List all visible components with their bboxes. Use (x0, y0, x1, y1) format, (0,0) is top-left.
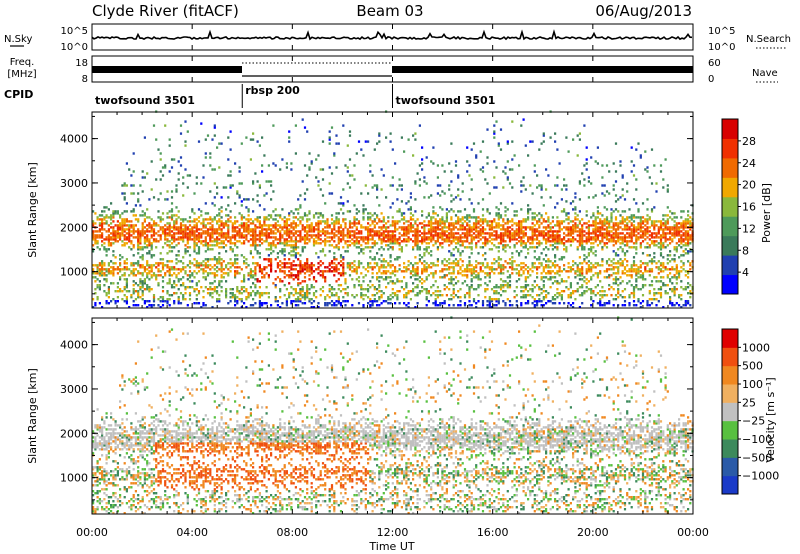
velocity-colorbar-label: Velocity [m s⁻¹] (764, 377, 777, 462)
colorbar-tick-label: 1000 (742, 341, 770, 354)
cpid-segment-label: twofsound 3501 (396, 94, 496, 107)
x-tick-label: 08:00 (276, 526, 308, 539)
freq-left-tick-bottom: 8 (82, 74, 88, 85)
noise-left-tick-bottom: 10^0 (61, 42, 88, 53)
noise-right-tick-top: 10^5 (708, 26, 735, 37)
colorbar-swatch (722, 138, 738, 159)
freq-right-tick-top: 60 (708, 58, 721, 69)
y-tick-label: 3000 (60, 383, 88, 396)
power-colorbar-label: Power [dB] (760, 183, 773, 243)
time-axis: 00:00 04:00 08:00 12:00 16:00 20:00 00:00 (76, 24, 709, 539)
freq-band-seg1 (92, 66, 242, 73)
noise-right-tick-bottom: 10^0 (708, 42, 735, 53)
colorbar-swatch (722, 384, 738, 403)
colorbar-swatch (722, 157, 738, 178)
colorbar-swatch (722, 235, 738, 256)
colorbar-swatch (722, 216, 738, 237)
colorbar-tick-label: 12 (742, 222, 756, 235)
freq-left-tick-top: 18 (75, 58, 88, 69)
colorbar-tick-label: −500 (742, 451, 772, 464)
y-tick-label: 1000 (60, 266, 88, 279)
colorbar-swatch (722, 255, 738, 276)
y-tick-label: 4000 (60, 339, 88, 352)
colorbar-tick-label: 24 (742, 157, 756, 170)
colorbar-swatch (722, 439, 738, 458)
cpid-segment-label: rbsp 200 (245, 84, 300, 97)
freq-label-line1: Freq. (10, 57, 35, 68)
y-tick-label: 3000 (60, 177, 88, 190)
colorbar-swatch (722, 420, 738, 440)
power-ylabel: Slant Range [km] (26, 162, 39, 258)
x-tick-label: 16:00 (477, 526, 509, 539)
x-tick-label: 20:00 (577, 526, 609, 539)
colorbar-tick-label: 4 (742, 266, 749, 279)
power-panel: 1000 2000 3000 4000 Slant Range [km] 28 24 20… (26, 110, 773, 309)
velocity-ylabel: Slant Range [km] (26, 368, 39, 464)
colorbar-swatch (722, 329, 738, 348)
colorbar-tick-label: −25 (742, 415, 765, 428)
colorbar-swatch (722, 457, 738, 477)
noise-strip: N.Sky 10^5 10^0 10^5 10^0 N.Search (4, 23, 791, 53)
colorbar-tick-label: 20 (742, 179, 756, 192)
station-title: Clyde River (fitACF) (92, 2, 239, 20)
x-tick-label: 12:00 (377, 526, 409, 539)
colorbar-swatch (722, 475, 738, 495)
colorbar-swatch (722, 119, 738, 139)
colorbar-swatch (722, 347, 738, 367)
time-axis-label: Time UT (368, 540, 414, 553)
x-tick-label: 00:00 (677, 526, 709, 539)
colorbar-swatch (722, 365, 738, 385)
colorbar-tick-label: 8 (742, 244, 749, 257)
y-tick-label: 2000 (60, 427, 88, 440)
x-tick-label: 00:00 (76, 526, 108, 539)
colorbar-tick-label: 16 (742, 201, 756, 214)
nsearch-label: N.Search (746, 34, 791, 45)
colorbar-tick-label: 25 (742, 396, 756, 409)
nsky-label: N.Sky (4, 34, 32, 45)
beam-title: Beam 03 (356, 2, 423, 20)
velocity-panel: 1000 2000 3000 4000 Slant Range [km] 1000 50… (26, 316, 779, 515)
colorbar-tick-label: 28 (742, 135, 756, 148)
colorbar-tick-label: −100 (742, 433, 772, 446)
y-tick-label: 2000 (60, 221, 88, 234)
colorbar-swatch (722, 177, 738, 198)
y-tick-label: 4000 (60, 133, 88, 146)
y-tick-label: 1000 (60, 472, 88, 485)
noise-series (91, 29, 693, 41)
noise-left-tick-top: 10^5 (61, 26, 88, 37)
freq-right-tick-bottom: 0 (708, 74, 714, 85)
date-title: 06/Aug/2013 (595, 2, 692, 20)
colorbar-tick-label: 500 (742, 360, 763, 373)
colorbar-swatch (722, 196, 738, 217)
cpid-label: CPID (4, 88, 33, 101)
nave-label: Nave (752, 68, 778, 79)
colorbar-tick-label: −1000 (742, 470, 779, 483)
colorbar-tick-label: 100 (742, 378, 763, 391)
freq-label-line2: [MHz] (7, 69, 36, 80)
cpid-strip: CPID twofsound 3501 rbsp 200 twofsound 350… (4, 84, 495, 108)
colorbar-swatch (722, 274, 738, 295)
x-tick-label: 04:00 (176, 526, 208, 539)
colorbar-swatch (722, 402, 738, 422)
cpid-segment-label: twofsound 3501 (95, 94, 195, 107)
freq-band-seg2 (392, 66, 693, 73)
